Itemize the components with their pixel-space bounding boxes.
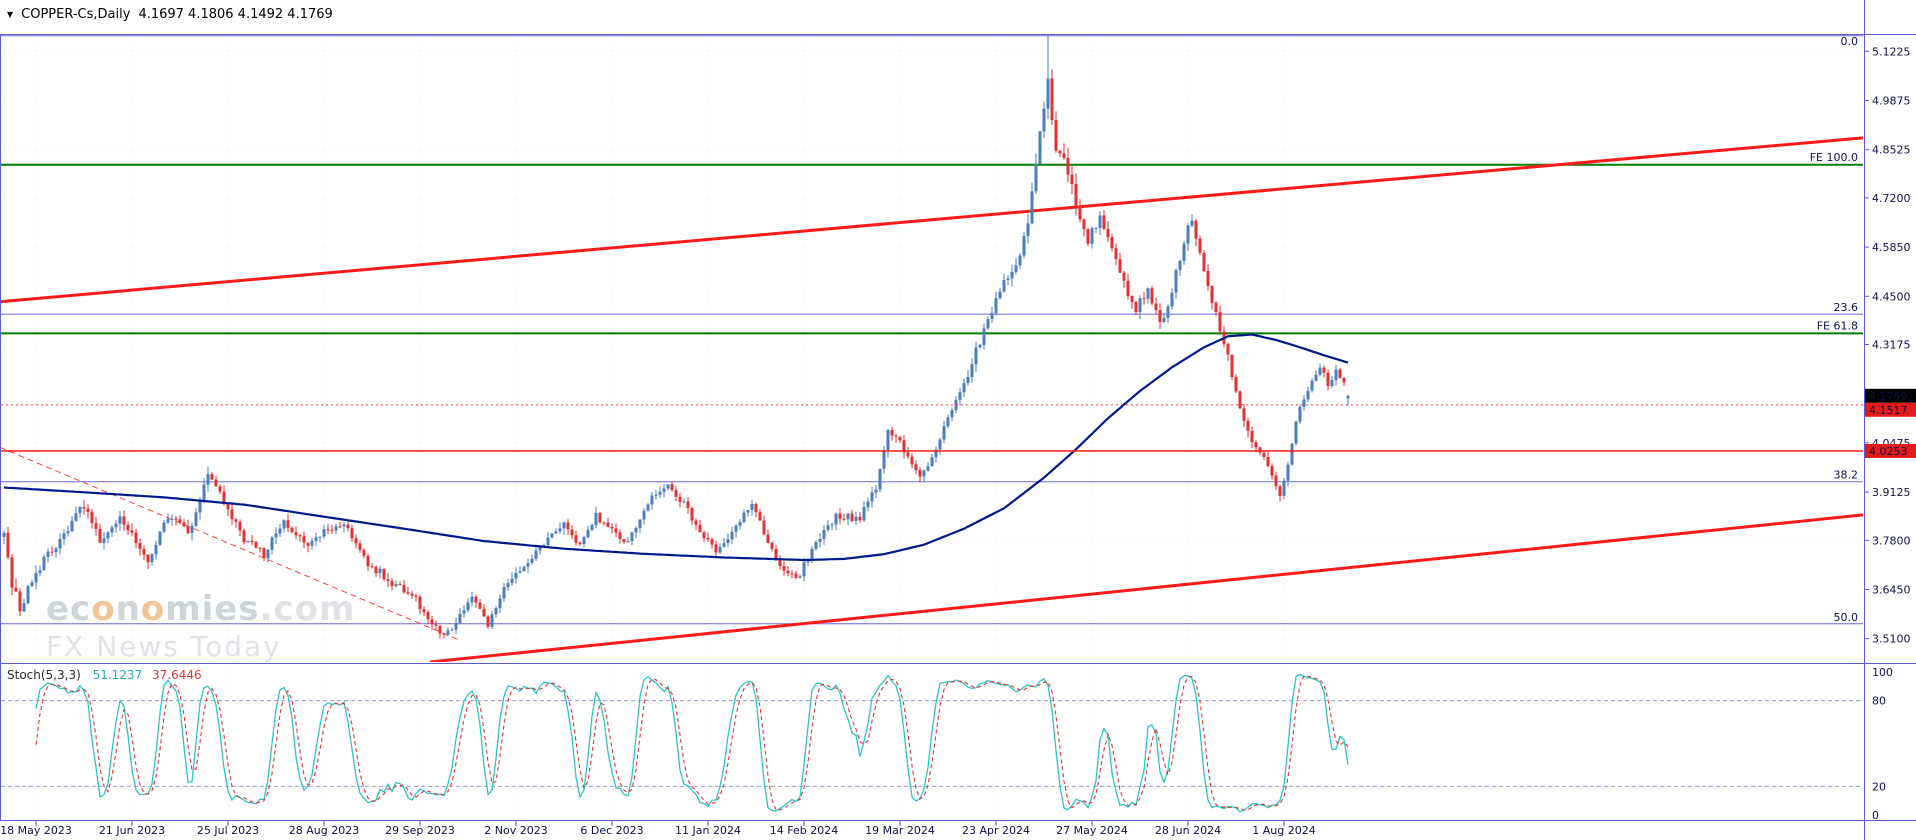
candle-series xyxy=(2,35,1350,639)
stoch-name: Stoch(5,3,3) xyxy=(7,668,81,682)
watermark-tagline: FX News Today xyxy=(46,629,282,663)
date-tick-label: 28 Jun 2024 xyxy=(1155,824,1221,837)
watermark-brand: economies.com xyxy=(46,589,356,629)
price-tick-label: 4.5850 xyxy=(1872,241,1911,254)
watermark: economies.com FX News Today xyxy=(46,589,356,663)
svg-text:4.0253: 4.0253 xyxy=(1869,445,1908,458)
stoch-d-value: 37.6446 xyxy=(152,668,202,682)
price-tick-label: 4.7200 xyxy=(1872,192,1911,205)
price-tick-label: 3.9125 xyxy=(1872,486,1911,499)
date-tick-label: 2 Nov 2023 xyxy=(484,824,547,837)
svg-text:0: 0 xyxy=(1872,809,1879,822)
price-tick-label: 3.7800 xyxy=(1872,534,1911,547)
svg-text:20: 20 xyxy=(1872,780,1886,793)
watermark-brand-part: n xyxy=(115,589,141,629)
date-tick-label: 11 Jan 2024 xyxy=(675,824,741,837)
fib-expansion-label: FE 100.0 xyxy=(1810,151,1858,164)
grid xyxy=(1,35,1863,819)
stoch-k-value: 51.1237 xyxy=(92,668,143,682)
date-tick-label: 29 Sep 2023 xyxy=(385,824,455,837)
trend-lines[interactable] xyxy=(0,136,1864,662)
watermark-brand-part: ec xyxy=(46,589,92,629)
chart-header: ▼ COPPER-Cs,Daily 4.1697 4.1806 4.1492 4… xyxy=(7,7,333,22)
svg-text:4.1769: 4.1769 xyxy=(1869,390,1908,403)
stoch-level-lines xyxy=(1,700,1863,787)
fib-retracement-label: 23.6 xyxy=(1834,301,1859,314)
fib-retracement-label: 38.2 xyxy=(1834,469,1859,482)
collapse-chart-icon[interactable]: ▼ xyxy=(7,9,14,19)
price-tick-label: 4.8525 xyxy=(1872,144,1911,157)
price-tick-label: 4.4500 xyxy=(1872,290,1911,303)
time-axis-labels: 18 May 2023 21 Jun 2023 25 Jul 2023 28 Aug … xyxy=(0,820,1316,837)
price-tick-label: 5.1225 xyxy=(1872,45,1911,58)
date-tick-label: 18 May 2023 xyxy=(0,824,72,837)
price-badge: 4.1769 xyxy=(1865,388,1916,403)
stoch-indicator-label: Stoch(5,3,3) 51.1237 37.6446 xyxy=(7,668,202,682)
date-tick-label: 23 Apr 2024 xyxy=(962,824,1030,837)
broken-descending-line xyxy=(1,447,459,640)
stoch-d-line xyxy=(35,675,1349,811)
date-tick-label: 27 May 2024 xyxy=(1056,824,1128,837)
ascending-channel-upper xyxy=(1,136,1863,304)
watermark-brand-part: .com xyxy=(259,589,356,629)
date-tick-label: 19 Mar 2024 xyxy=(865,824,935,837)
price-tick-label: 4.3175 xyxy=(1872,339,1911,352)
svg-text:100: 100 xyxy=(1872,666,1893,679)
symbol-period-label: COPPER-Cs,Daily xyxy=(21,7,131,22)
price-tick-label: 4.9875 xyxy=(1872,95,1911,108)
price-badge: 4.0253 xyxy=(1865,444,1916,458)
price-axis-labels: 5.1225 4.9875 4.8525 4.7200 4.5850 4.4500 4.31… xyxy=(1864,45,1911,646)
price-tick-label: 3.5100 xyxy=(1872,633,1911,646)
fib-retracement-lines[interactable] xyxy=(1,35,1863,625)
ohlc-values: 4.1697 4.1806 4.1492 4.1769 xyxy=(138,7,333,22)
date-tick-label: 28 Aug 2023 xyxy=(289,824,359,837)
fib-retracement-label: 0.0 xyxy=(1841,35,1859,48)
fib-expansion-label: FE 61.8 xyxy=(1817,319,1858,332)
moving-average-line[interactable] xyxy=(3,333,1349,562)
fib-expansion-lines[interactable] xyxy=(1,163,1863,335)
fib-retracement-label: 50.0 xyxy=(1834,611,1859,624)
price-badge: 4.1517 xyxy=(1865,402,1916,417)
price-axis[interactable] xyxy=(1866,0,1916,840)
date-tick-label: 25 Jul 2023 xyxy=(197,824,259,837)
price-tick-label: 3.6450 xyxy=(1872,584,1911,597)
date-tick-label: 14 Feb 2024 xyxy=(770,824,838,837)
date-tick-label: 6 Dec 2023 xyxy=(580,824,643,837)
watermark-brand-part: o xyxy=(140,589,166,629)
stoch-scale-labels: 100 80 20 0 xyxy=(1872,666,1893,822)
watermark-brand-part: o xyxy=(91,589,116,629)
watermark-brand-part: mies xyxy=(165,589,260,629)
svg-text:4.1517: 4.1517 xyxy=(1869,404,1908,417)
date-tick-label: 21 Jun 2023 xyxy=(99,824,165,837)
time-axis[interactable] xyxy=(0,822,1864,840)
svg-text:80: 80 xyxy=(1872,695,1886,708)
fib-level-labels: 0.0 23.6 38.2 50.0 FE 100.0 FE 61.8 xyxy=(1810,35,1858,624)
ascending-support xyxy=(429,513,1863,662)
date-tick-label: 1 Aug 2024 xyxy=(1252,824,1315,837)
